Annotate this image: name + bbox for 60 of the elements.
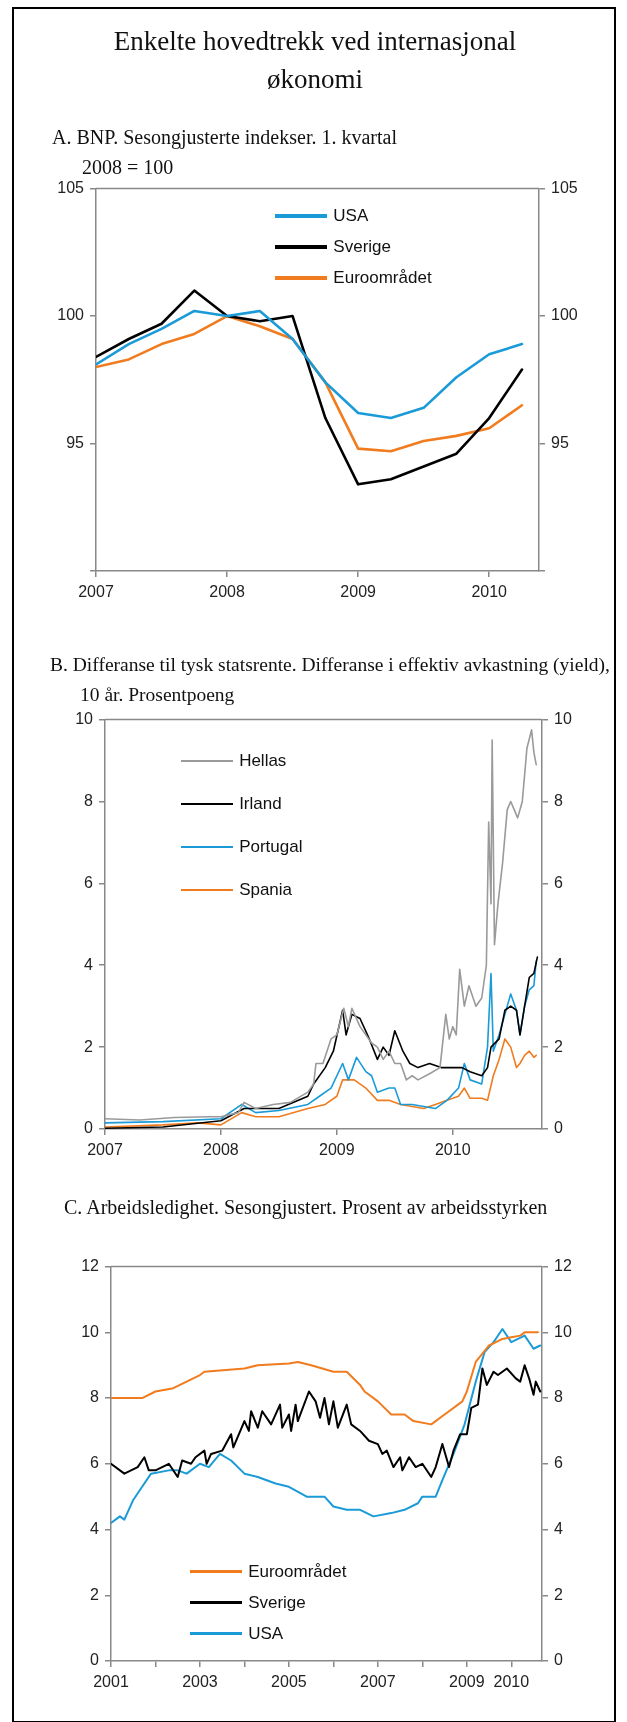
- y2-tick-label: 4: [554, 1519, 563, 1537]
- legend-label: Sverige: [333, 237, 391, 258]
- legend-label: USA: [333, 206, 369, 227]
- legend-label: Sverige: [248, 1592, 306, 1613]
- x-tick-label: 2009: [319, 1141, 355, 1159]
- y-tick-label: 0: [90, 1651, 100, 1669]
- y-tick-label: 95: [66, 433, 85, 451]
- legend-label: Euroområdet: [248, 1561, 347, 1582]
- x-tick-label: 2003: [182, 1673, 218, 1691]
- x-tick-label: 2001: [93, 1673, 129, 1691]
- y2-tick-label: 6: [554, 873, 563, 891]
- x-tick-label: 2005: [271, 1673, 307, 1691]
- y-tick-label: 2: [90, 1585, 100, 1603]
- y-tick-label: 10: [75, 710, 94, 728]
- y2-tick-label: 6: [554, 1454, 563, 1472]
- legend-label: Spania: [239, 880, 293, 901]
- y2-tick-label: 2: [554, 1585, 563, 1603]
- y-tick-label: 2: [84, 1037, 94, 1055]
- x-tick-label: 2007: [78, 583, 114, 601]
- y2-tick-label: 0: [554, 1119, 563, 1137]
- x-tick-label: 2007: [87, 1141, 123, 1159]
- x-tick-label: 2010: [471, 583, 508, 601]
- y2-tick-label: 100: [551, 306, 578, 324]
- y-tick-label: 6: [84, 873, 94, 891]
- x-tick-label: 2009: [449, 1673, 485, 1691]
- y2-tick-label: 95: [551, 433, 569, 451]
- legend-label: Euroområdet: [333, 268, 432, 289]
- legend-label: Portugal: [239, 837, 303, 858]
- y-tick-label: 12: [81, 1257, 100, 1275]
- chart-title: B. Differanse til tysk statsrente. Differanse i effektiv avkastning (yield), 10 år. Prosentpoeng: [50, 653, 611, 707]
- y2-tick-label: 12: [554, 1257, 572, 1275]
- y-tick-label: 100: [57, 306, 85, 324]
- chart-subtitle: A. BNP. Sesongjusterte indekser. 1. kvartal 2008 = 100: [52, 126, 397, 178]
- y-tick-label: 10: [81, 1322, 100, 1340]
- y-tick-label: 105: [57, 179, 85, 197]
- x-tick-label: 2007: [360, 1673, 396, 1691]
- y2-tick-label: 8: [554, 1388, 563, 1406]
- y-tick-label: 4: [90, 1519, 100, 1537]
- y2-tick-label: 4: [554, 955, 563, 973]
- x-tick-label: 2008: [203, 1141, 239, 1159]
- y2-tick-label: 2: [554, 1037, 563, 1055]
- y-tick-label: 8: [90, 1388, 100, 1406]
- chart-title: Enkelte hovedtrekk ved internasjonal økonomi: [112, 25, 518, 96]
- x-tick-label: 2010: [434, 1141, 471, 1159]
- chart-title: C. Arbeidsledighet. Sesongjustert. Prosent av arbeidsstyrken: [64, 1195, 549, 1221]
- legend-label: USA: [248, 1623, 284, 1644]
- y2-tick-label: 10: [554, 710, 572, 728]
- legend-label: Irland: [239, 794, 282, 815]
- legend-label: Hellas: [239, 751, 287, 772]
- y2-tick-label: 0: [554, 1651, 563, 1669]
- y2-tick-label: 8: [554, 791, 563, 809]
- y-tick-label: 6: [90, 1454, 100, 1472]
- y-tick-label: 8: [84, 791, 94, 809]
- y2-tick-label: 105: [551, 179, 578, 197]
- y-tick-label: 0: [84, 1119, 94, 1137]
- x-tick-label: 2010: [493, 1673, 530, 1691]
- y2-tick-label: 10: [554, 1322, 572, 1340]
- y-tick-label: 4: [84, 955, 94, 973]
- x-tick-label: 2009: [340, 583, 377, 601]
- x-tick-label: 2008: [209, 583, 245, 601]
